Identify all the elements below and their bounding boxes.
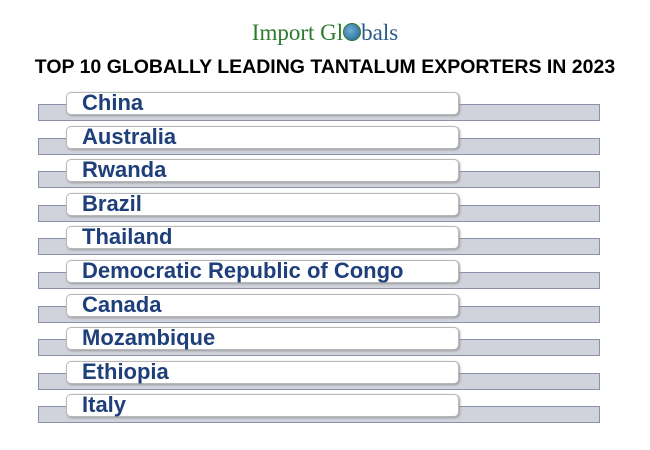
page-title: TOP 10 GLOBALLY LEADING TANTALUM EXPORTE… [34, 56, 616, 78]
row-label-box: Mozambique [66, 325, 459, 351]
country-name: Brazil [82, 190, 142, 216]
list-item: Canada [0, 291, 650, 328]
country-name: Democratic Republic of Congo [82, 258, 404, 283]
list-item: Mozambique [0, 325, 650, 361]
logo-text-end: bals [361, 20, 399, 45]
list-item: Democratic Republic of Congo [0, 258, 650, 294]
country-name: Thailand [82, 224, 173, 250]
list-item: Brazil [0, 190, 650, 227]
row-label-box: Thailand [66, 224, 459, 250]
country-name: Mozambique [82, 325, 216, 351]
list-item: Italy [0, 392, 650, 428]
row-label-box: Ethiopia [66, 358, 459, 384]
country-name: Rwanda [82, 157, 167, 183]
row-label-box: Canada [66, 291, 459, 317]
country-name: Australia [82, 123, 177, 149]
import-globals-logo: Import Gl bals [0, 20, 650, 46]
list-item: Thailand [0, 224, 650, 260]
country-name: Ethiopia [82, 358, 169, 384]
row-label-box: China [66, 90, 459, 115]
country-name: Canada [82, 291, 162, 317]
list-item: China [0, 90, 650, 126]
list-item: Ethiopia [0, 358, 650, 395]
row-label-box: Italy [66, 392, 459, 418]
logo-text: Import Gl [251, 20, 344, 45]
row-label-box: Australia [66, 123, 459, 149]
row-label-box: Rwanda [66, 157, 459, 183]
row-label-box: Democratic Republic of Congo [66, 258, 459, 283]
list-item: Australia [0, 123, 650, 160]
globe-icon [343, 23, 362, 41]
country-name: China [82, 90, 144, 115]
list-item: Rwanda [0, 157, 650, 193]
row-label-box: Brazil [66, 190, 459, 216]
country-name: Italy [82, 392, 127, 418]
